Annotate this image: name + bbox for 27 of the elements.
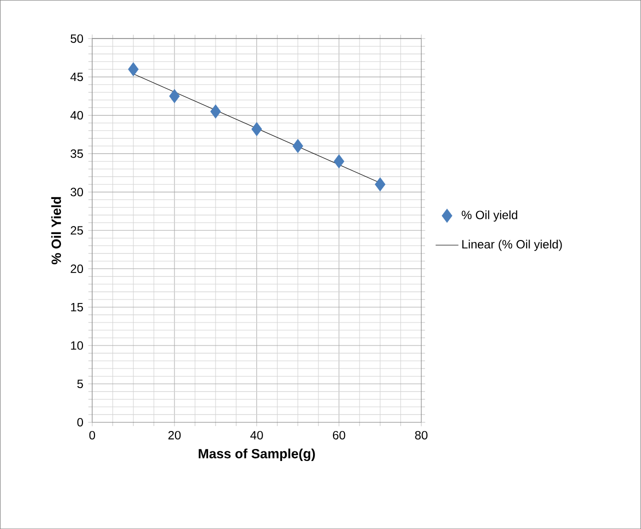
y-tick-label: 15 xyxy=(71,302,83,312)
point xyxy=(128,62,139,76)
x-axis-title: Mass of Sample(g) xyxy=(198,448,315,462)
point xyxy=(292,139,304,153)
y-tick-label: 35 xyxy=(70,149,83,158)
x-tick-label: 40 xyxy=(250,430,263,440)
point xyxy=(251,122,262,136)
point xyxy=(334,154,344,168)
y-tick-label: 10 xyxy=(71,341,84,350)
y-tick-label: 40 xyxy=(70,111,84,120)
y-tick-label: 5 xyxy=(77,380,83,388)
point xyxy=(374,177,386,192)
point xyxy=(169,89,180,104)
y-axis-title: % Oil Yield xyxy=(51,197,61,264)
x-tick-label: 20 xyxy=(168,430,181,440)
y-tick-label: 50 xyxy=(70,34,84,43)
x-tick-label: 0 xyxy=(89,430,96,440)
y-tick-label: 20 xyxy=(70,264,84,273)
legend-label: Linear (% Oil yield) xyxy=(462,240,562,251)
y-tick-label: 25 xyxy=(70,226,83,235)
point xyxy=(210,104,221,118)
legend-label: % Oil yield xyxy=(462,210,518,222)
x-tick-label: 60 xyxy=(332,430,346,440)
y-tick-label: 45 xyxy=(70,72,83,82)
x-tick-label: 80 xyxy=(415,430,428,440)
y-tick-label: 30 xyxy=(70,188,84,196)
y-tick-label: 0 xyxy=(77,418,84,426)
